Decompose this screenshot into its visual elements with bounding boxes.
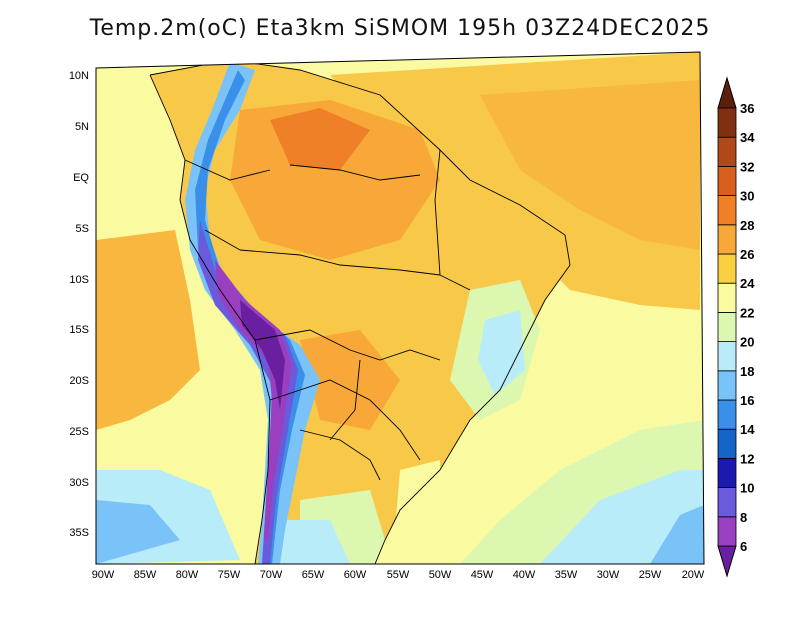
lon-label: 85W	[134, 569, 157, 581]
colorbar-segment	[717, 253, 737, 284]
colorbar-segment	[717, 136, 737, 167]
colorbar-label: 12	[740, 451, 754, 466]
lat-label: 25S	[69, 426, 89, 438]
lon-label: 60W	[344, 569, 367, 581]
colorbar-max-arrow	[717, 76, 737, 109]
field-6-altiplano	[240, 300, 285, 410]
field-28-atlantic	[480, 80, 700, 250]
lat-label: 35S	[69, 527, 89, 539]
colorbar-segment	[717, 341, 737, 372]
colorbar-label: 30	[740, 189, 754, 204]
colorbar: 6 8 10 12 14 16 18 20 22 24 26 28 30 32 34 36	[717, 76, 755, 578]
colorbar-label: 26	[740, 247, 754, 262]
lat-label: 20S	[69, 375, 89, 387]
lat-label: EQ	[73, 172, 89, 184]
colorbar-label: 22	[740, 305, 754, 320]
colorbar-segment	[717, 224, 737, 255]
colorbar-label: 34	[740, 130, 755, 145]
colorbar-segment	[717, 399, 737, 430]
colorbar-label: 10	[740, 481, 754, 496]
lat-label: 10S	[69, 274, 89, 286]
colorbar-segment	[717, 165, 737, 196]
lon-label: 70W	[260, 569, 283, 581]
field-20-patagonia	[270, 520, 350, 564]
field-20-highlands	[478, 310, 525, 395]
lat-label: 5N	[75, 121, 89, 133]
lat-label: 10N	[69, 70, 89, 82]
lon-label: 25W	[639, 569, 662, 581]
colorbar-label: 16	[740, 393, 754, 408]
colorbar-label: 36	[740, 101, 754, 116]
colorbar-label: 14	[740, 422, 755, 437]
colorbar-segment	[717, 282, 737, 313]
lon-label: 45W	[471, 569, 494, 581]
field-20-atlantic-south	[540, 470, 704, 564]
colorbar-segment	[717, 487, 737, 518]
field-30-amazon	[270, 108, 370, 170]
colorbar-label: 8	[740, 510, 747, 525]
colorbar-segment	[717, 107, 737, 138]
colorbar-labels: 6 8 10 12 14 16 18 20 22 24 26 28 30 32 34 36	[740, 101, 755, 554]
colorbar-label: 20	[740, 335, 754, 350]
colorbar-segment	[717, 457, 737, 488]
lat-label: 15S	[69, 324, 89, 336]
lon-label: 35W	[555, 569, 578, 581]
colorbar-segments	[717, 107, 737, 547]
colorbar-min-arrow	[717, 545, 737, 578]
colorbar-label: 18	[740, 364, 754, 379]
field-18-atlantic-south	[650, 505, 704, 564]
lat-label: 5S	[76, 223, 89, 235]
country-borders	[149, 59, 571, 564]
colorbar-segment	[717, 370, 737, 401]
field-18-pacific-south	[96, 500, 180, 564]
lon-label: 50W	[429, 569, 452, 581]
lon-label: 65W	[302, 569, 325, 581]
map-frame	[95, 51, 705, 565]
map-title: Temp.2m(oC) Eta3km SiSMOM 195h 03Z24DEC2…	[89, 16, 711, 41]
temperature-field	[96, 52, 704, 564]
lon-label: 90W	[92, 569, 115, 581]
field-28-pacific	[96, 230, 200, 430]
lon-label: 20W	[682, 569, 705, 581]
colorbar-segment	[717, 516, 737, 547]
latitude-axis: 10N 5N EQ 5S 10S 15S 20S 25S 30S 35S	[69, 70, 90, 539]
colorbar-segment	[717, 428, 737, 459]
lon-label: 40W	[513, 569, 536, 581]
colorbar-segment	[717, 195, 737, 226]
lat-label: 30S	[69, 477, 89, 489]
lon-label: 55W	[387, 569, 410, 581]
longitude-axis: 90W 85W 80W 75W 70W 65W 60W 55W 50W 45W …	[92, 569, 705, 581]
field-24-south-brazil	[395, 460, 440, 530]
lon-label: 80W	[176, 569, 199, 581]
lon-label: 75W	[218, 569, 241, 581]
colorbar-label: 24	[740, 276, 755, 291]
colorbar-label: 6	[740, 539, 747, 554]
colorbar-label: 32	[740, 159, 754, 174]
colorbar-segment	[717, 311, 737, 342]
lon-label: 30W	[597, 569, 620, 581]
colorbar-label: 28	[740, 218, 754, 233]
